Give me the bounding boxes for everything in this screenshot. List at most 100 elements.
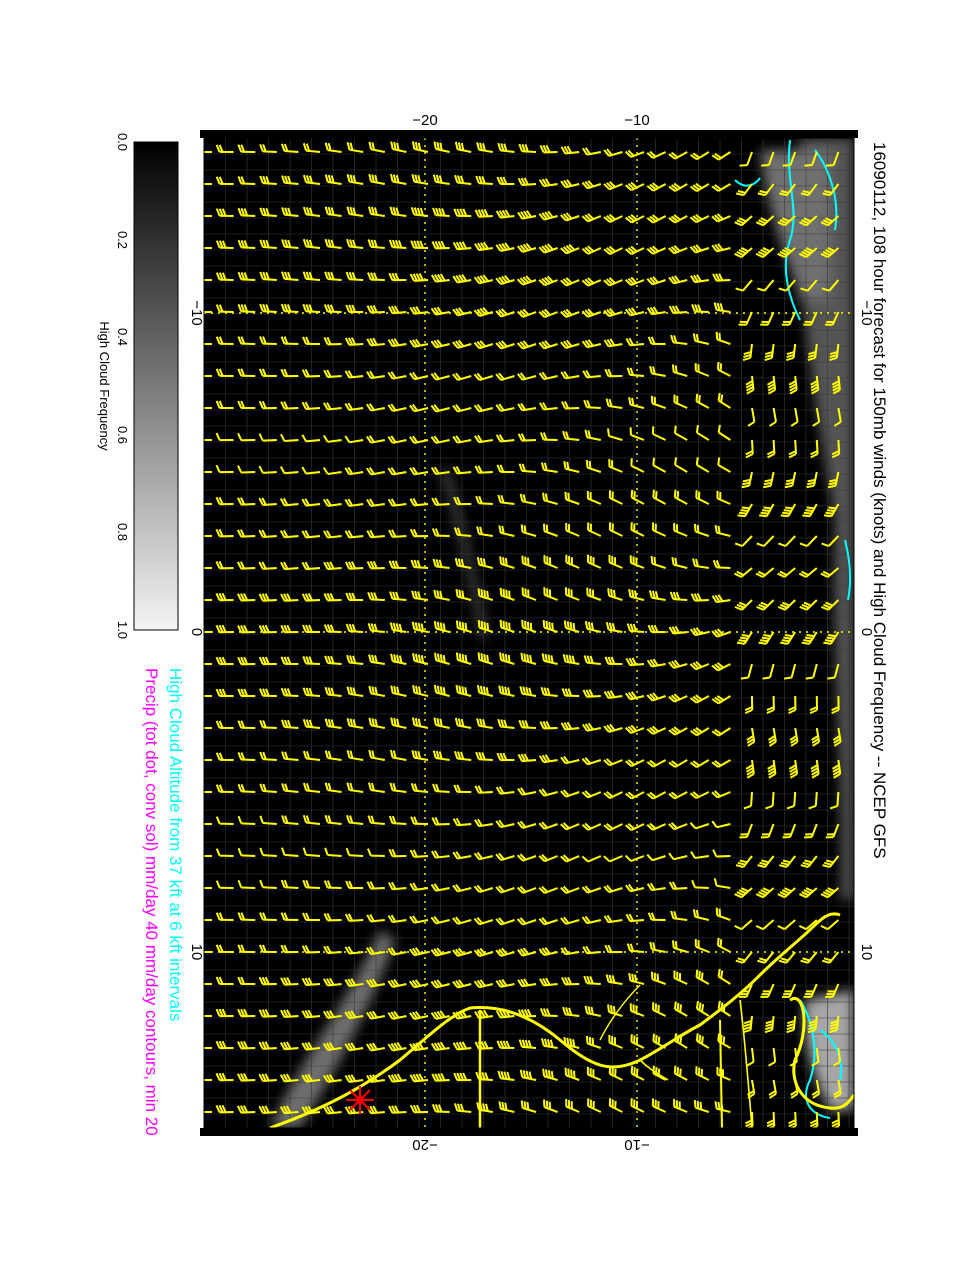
wind-barb-icon — [237, 271, 256, 281]
wind-barb-icon — [324, 686, 342, 697]
wind-barb-icon — [281, 783, 299, 793]
wind-barb-icon — [827, 663, 840, 680]
wind-barb-icon — [711, 151, 731, 161]
wind-barb-icon — [390, 141, 407, 153]
wind-barb-icon — [765, 791, 775, 810]
wind-barb-icon — [204, 855, 212, 857]
wind-barb-icon — [473, 884, 494, 894]
wind-barb-icon — [302, 143, 321, 153]
wind-barb-icon — [301, 1105, 321, 1115]
wind-barb-icon — [807, 1015, 818, 1034]
wind-barb-icon — [301, 1041, 321, 1051]
wind-barb-icon — [810, 759, 820, 779]
wind-barb-icon — [301, 593, 321, 602]
wind-barb-icon — [279, 466, 299, 475]
wind-barb-icon — [629, 427, 645, 441]
wind-barb-icon — [608, 554, 623, 569]
wind-barb-icon — [646, 658, 666, 668]
wind-barb-icon — [368, 141, 385, 153]
wind-barb-icon — [734, 535, 753, 548]
wind-barb-icon — [474, 208, 493, 218]
wind-barb-icon — [301, 1073, 321, 1083]
wind-barb-icon — [518, 463, 537, 473]
wind-barb-icon — [711, 759, 731, 768]
wind-barb-icon — [603, 180, 623, 191]
wind-barb-icon — [587, 1098, 602, 1113]
wind-barb-icon — [542, 523, 558, 537]
wind-barb-icon — [695, 969, 710, 985]
wind-barb-icon — [497, 142, 515, 153]
wind-barb-icon — [259, 847, 277, 857]
wind-barb-icon — [454, 717, 472, 729]
wind-barb-icon — [673, 970, 688, 985]
wind-barb-icon — [740, 663, 753, 680]
wind-barb-icon — [820, 215, 840, 227]
wind-barb-icon — [237, 656, 256, 666]
wind-barb-icon — [690, 726, 710, 737]
wind-barb-icon — [744, 695, 754, 715]
wind-barb-icon — [323, 945, 342, 955]
wind-barb-icon — [474, 1040, 493, 1050]
wind-barb-icon — [302, 847, 321, 857]
wind-barb-icon — [409, 466, 429, 476]
wind-barb-icon — [737, 503, 753, 518]
wind-barb-icon — [389, 591, 407, 601]
wind-barb-icon — [495, 372, 515, 381]
wind-barb-icon — [825, 151, 840, 167]
wind-barb-icon — [366, 881, 385, 890]
wind-barb-icon — [452, 273, 472, 284]
wind-barb-icon — [764, 1015, 775, 1034]
wind-barb-icon — [497, 494, 515, 505]
wind-barb-icon — [323, 561, 342, 571]
wind-barb-icon — [452, 307, 472, 317]
wind-barb-icon — [811, 1079, 821, 1099]
wind-barb-icon — [625, 791, 645, 800]
wind-barb-icon — [812, 407, 821, 427]
wind-barb-icon — [215, 592, 234, 602]
wind-barb-icon — [735, 279, 753, 292]
wind-barb-icon — [346, 654, 364, 665]
wind-barb-icon — [477, 652, 494, 665]
wind-barb-icon — [517, 1008, 537, 1018]
wind-barb-icon — [499, 587, 515, 601]
wind-barb-icon — [453, 784, 472, 793]
wind-barb-icon — [586, 587, 602, 601]
wind-barb-icon — [689, 213, 710, 224]
wind-barb-icon — [322, 1042, 342, 1052]
wind-barb-icon — [713, 302, 731, 313]
wind-barb-icon — [768, 1079, 777, 1099]
wind-barb-icon — [430, 372, 450, 381]
wind-barb-icon — [628, 397, 645, 409]
wind-barb-icon — [215, 720, 234, 729]
lon-tick-right-2: 0 — [858, 628, 875, 636]
wind-barb-icon — [345, 880, 364, 890]
wind-barb-icon — [204, 1111, 212, 1113]
wind-barb-icon — [516, 917, 537, 926]
wind-barb-icon — [561, 976, 580, 986]
wind-barb-icon — [387, 914, 407, 924]
wind-barb-icon — [258, 1105, 277, 1115]
wind-barb-icon — [474, 241, 493, 252]
wind-barb-icon — [204, 343, 212, 345]
wind-barb-icon — [811, 1047, 820, 1067]
wind-barb-icon — [204, 567, 212, 569]
wind-barb-icon — [344, 370, 364, 379]
wind-barb-icon — [747, 407, 756, 427]
wind-barb-icon — [668, 852, 688, 861]
wind-barb-icon — [716, 1066, 731, 1081]
wind-barb-icon — [605, 398, 623, 409]
wind-barb-icon — [215, 624, 234, 634]
wind-barb-icon — [452, 435, 472, 444]
wind-barb-icon — [543, 587, 558, 601]
wind-barb-icon — [521, 555, 537, 569]
wind-barb-icon — [757, 855, 775, 869]
lon-tick-left-2: 0 — [188, 628, 205, 636]
wind-barb-icon — [215, 336, 234, 345]
wind-barb-icon — [560, 755, 580, 765]
wind-barb-icon — [564, 587, 580, 601]
wind-barb-icon — [741, 471, 753, 489]
wind-barb-icon — [280, 977, 299, 986]
wind-barb-icon — [237, 144, 256, 153]
wind-barb-icon — [560, 721, 580, 731]
wind-barb-icon — [366, 305, 385, 314]
